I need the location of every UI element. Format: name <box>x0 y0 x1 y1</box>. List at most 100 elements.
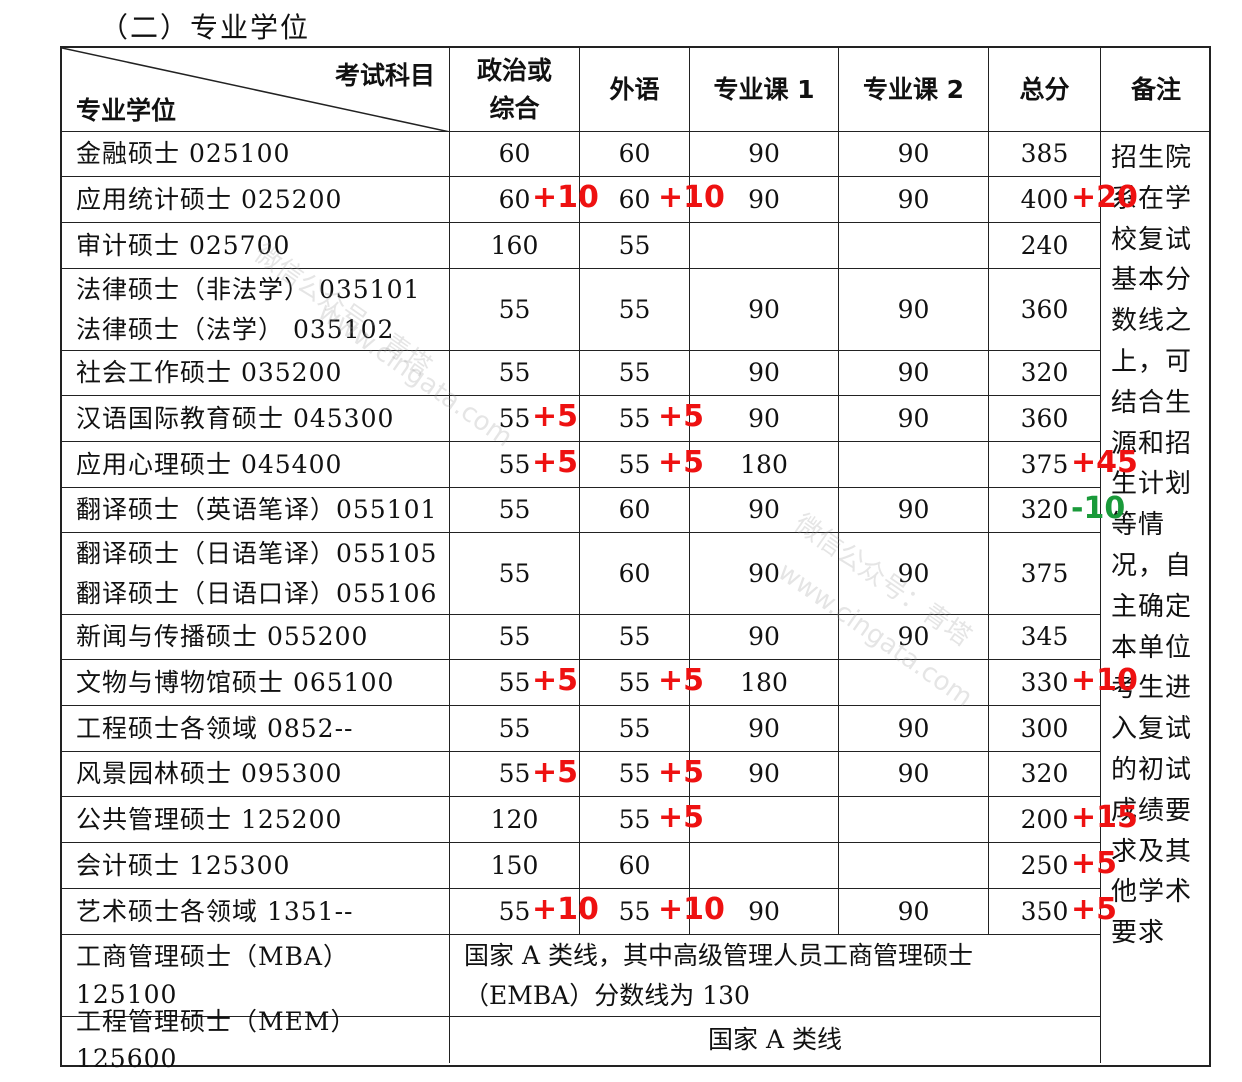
table-cell: 55 <box>580 752 690 797</box>
table-row-name: 新闻与传播硕士 055200 <box>62 615 450 660</box>
special-row-name: 工商管理硕士（MBA）125100 <box>62 935 450 1017</box>
table-cell: 150 <box>450 843 580 889</box>
special-row-name: 工程管理硕士（MEM）125600 <box>62 1007 450 1073</box>
table-cell: 55 <box>450 752 580 797</box>
table-cell: 200 <box>989 797 1101 843</box>
table-cell: 55 <box>580 797 690 843</box>
score-adjustment: +5 <box>532 663 579 698</box>
table-cell: 55 <box>580 889 690 935</box>
score-adjustment: +5 <box>1071 846 1118 881</box>
score-adjustment: +5 <box>658 754 705 790</box>
table-cell: 60 <box>450 132 580 177</box>
table-cell: 300 <box>989 706 1101 752</box>
table-cell: 60 <box>580 177 690 223</box>
table-cell: 360 <box>989 396 1101 442</box>
table-cell: 90 <box>839 533 989 615</box>
diagonal-header-cell: 考试科目 专业学位 <box>62 48 450 132</box>
table-row-name: 汉语国际教育硕士 045300 <box>62 396 450 442</box>
table-row-name: 应用心理硕士 045400 <box>62 442 450 488</box>
score-adjustment: +5 <box>532 399 579 434</box>
table-cell <box>839 442 989 488</box>
table-cell: 60 <box>580 533 690 615</box>
remarks-text: 招生院系在学校复试基本分数线之上，可结合生源和招生计划等情况，自主确定本单位考生… <box>1111 143 1193 949</box>
table-cell: 60 <box>450 177 580 223</box>
table-cell: 180 <box>690 660 839 706</box>
score-adjustment: +5 <box>658 800 705 835</box>
table-cell: 60 <box>580 132 690 177</box>
table-cell: 90 <box>839 889 989 935</box>
table-cell: 250 <box>989 843 1101 889</box>
table-cell: 55 <box>580 269 690 351</box>
header-col-1: 政治或 综合 <box>450 48 580 132</box>
score-adjustment: +5 <box>658 445 705 480</box>
table-cell: 360 <box>989 269 1101 351</box>
table-cell: 55 <box>450 351 580 396</box>
table-cell <box>839 660 989 706</box>
score-table: 考试科目 专业学位 招生院系在学校复试基本分数线之上，可结合生源和招生计划等情况… <box>60 46 1211 1073</box>
table-cell: 375 <box>989 442 1101 488</box>
table-cell: 90 <box>839 269 989 351</box>
table-cell <box>839 797 989 843</box>
table-row-name: 审计硕士 025700 <box>62 223 450 269</box>
table-cell: 90 <box>839 615 989 660</box>
table-cell: 90 <box>839 177 989 223</box>
table-cell: 375 <box>989 533 1101 615</box>
table-cell: 55 <box>450 706 580 752</box>
table-cell: 90 <box>690 269 839 351</box>
header-col-2: 外语 <box>580 48 690 132</box>
section-title: （二）专业学位 <box>100 11 311 44</box>
header-col-6: 备注 <box>1101 48 1211 132</box>
table-cell: 90 <box>839 488 989 533</box>
table-row-name: 法律硕士（非法学） 035101 法律硕士（法学） 035102 <box>62 269 450 351</box>
table-cell: 345 <box>989 615 1101 660</box>
table-cell: 90 <box>839 396 989 442</box>
table-cell <box>690 843 839 889</box>
table-cell: 55 <box>580 442 690 488</box>
table-cell: 90 <box>690 615 839 660</box>
table-cell: 160 <box>450 223 580 269</box>
table-row-name: 翻译硕士（日语笔译）055105 翻译硕士（日语口译）055106 <box>62 533 450 615</box>
table-cell: 55 <box>450 660 580 706</box>
table-cell: 90 <box>690 706 839 752</box>
table-row-name: 翻译硕士（英语笔译）055101 <box>62 488 450 533</box>
table-cell: 90 <box>839 706 989 752</box>
table-cell: 55 <box>580 351 690 396</box>
table-cell: 320 <box>989 488 1101 533</box>
table-cell: 90 <box>839 752 989 797</box>
table-cell: 55 <box>580 223 690 269</box>
table-cell: 90 <box>690 533 839 615</box>
table-row-name: 工程硕士各领域 0852-- <box>62 706 450 752</box>
table-cell: 90 <box>690 396 839 442</box>
score-adjustment: +5 <box>532 754 579 790</box>
diag-top-label: 考试科目 <box>334 61 435 90</box>
score-adjustment: +10 <box>532 892 599 927</box>
table-cell: 55 <box>450 442 580 488</box>
special-row-text: 国家 A 类线 <box>450 1017 1101 1063</box>
score-adjustment: +5 <box>658 663 705 698</box>
table-row-name: 公共管理硕士 125200 <box>62 797 450 843</box>
score-adjustment: +10 <box>532 180 599 215</box>
table-cell: 55 <box>450 488 580 533</box>
table-cell: 55 <box>450 615 580 660</box>
table-row-name: 风景园林硕士 095300 <box>62 752 450 797</box>
table-cell: 240 <box>989 223 1101 269</box>
table-cell: 400 <box>989 177 1101 223</box>
table-cell: 55 <box>450 396 580 442</box>
score-adjustment: +20 <box>1071 180 1138 215</box>
header-col-5: 总分 <box>989 48 1101 132</box>
table-cell: 55 <box>450 889 580 935</box>
table-row-name: 应用统计硕士 025200 <box>62 177 450 223</box>
table-row-name: 会计硕士 125300 <box>62 843 450 889</box>
score-adjustment: +45 <box>1071 445 1138 480</box>
score-adjustment: +15 <box>1071 800 1138 835</box>
table-cell <box>690 797 839 843</box>
table-cell: 55 <box>580 615 690 660</box>
table-cell: 90 <box>839 351 989 396</box>
table-cell: 350 <box>989 889 1101 935</box>
table-cell: 60 <box>580 843 690 889</box>
score-adjustment: +5 <box>1071 892 1118 927</box>
table-cell: 60 <box>580 488 690 533</box>
table-row-name: 文物与博物馆硕士 065100 <box>62 660 450 706</box>
score-adjustment: -10 <box>1071 490 1126 526</box>
special-row-text: 国家 A 类线，其中高级管理人员工商管理硕士（EMBA）分数线为 130 <box>450 935 1101 1017</box>
